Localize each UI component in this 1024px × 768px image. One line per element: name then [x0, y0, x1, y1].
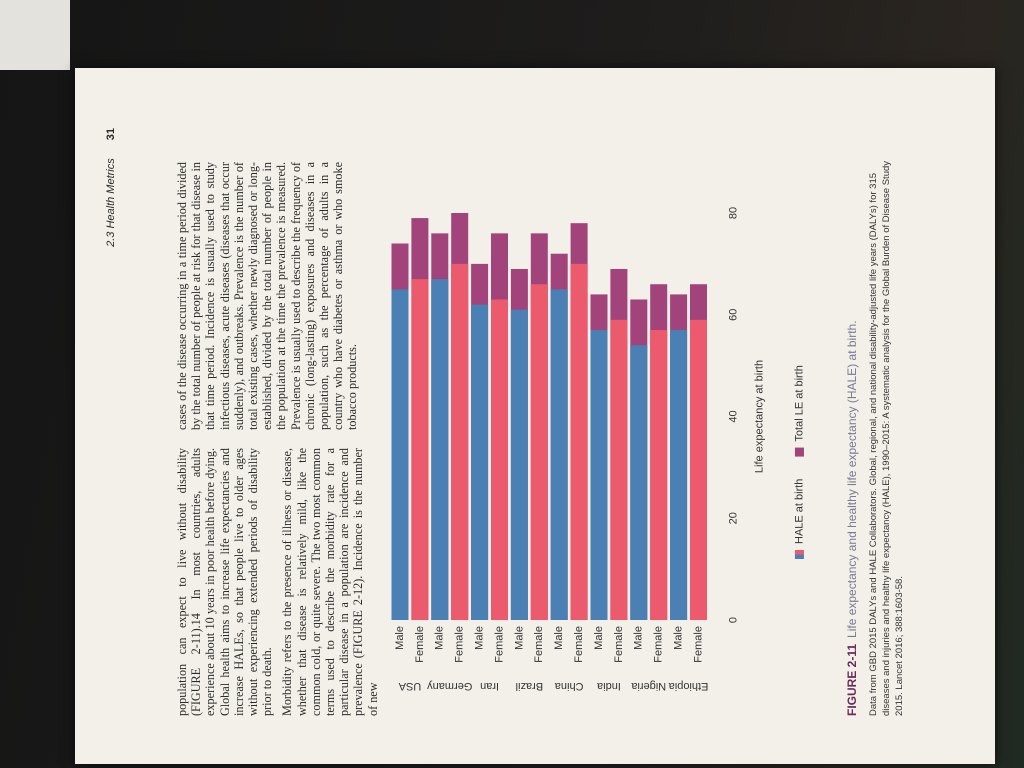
paragraph: population can expect to live without di…: [175, 448, 275, 716]
text-column: cases of the disease occurring in a time…: [175, 162, 366, 430]
legend-swatch: [794, 550, 804, 555]
section-title: 2.3 Health Metrics: [105, 158, 117, 247]
chart: Male Female Male Female Male Female Male Female…: [391, 207, 805, 692]
group-label: Germany: [427, 680, 473, 692]
bar: [491, 299, 508, 620]
x-tick-label: 40: [727, 410, 739, 422]
group-label: USA: [398, 680, 421, 692]
x-tick-label: 60: [727, 309, 739, 321]
group-label: Ethiopia: [668, 680, 709, 692]
group-label: Iran: [480, 680, 499, 692]
bar: [590, 330, 608, 620]
page-number: 31: [105, 128, 117, 141]
category-label: Male: [434, 626, 446, 650]
bar: [550, 289, 568, 620]
text-column: population can expect to live without di…: [175, 448, 386, 716]
category-label: Female: [573, 626, 585, 663]
book-page: 2.3 Health Metrics 31 population can expe…: [75, 68, 995, 764]
category-label: Female: [692, 626, 704, 663]
legend-swatch: [794, 554, 804, 559]
bar: [610, 319, 628, 620]
category-label: Female: [493, 626, 505, 663]
category-label: Male: [673, 626, 685, 650]
category-label: Female: [653, 626, 665, 663]
bar: [451, 263, 469, 620]
category-label: Male: [474, 626, 486, 650]
bar: [630, 345, 648, 620]
category-label: Female: [414, 626, 426, 663]
category-label: Male: [593, 626, 605, 650]
figure-caption: FIGURE 2-11 Life expectancy and healthy l…: [845, 156, 906, 716]
paper-scrap: [0, 0, 70, 70]
bar: [510, 309, 528, 620]
figure-number: FIGURE 2-11: [845, 643, 859, 716]
paragraph: cases of the disease occurring in a time…: [175, 162, 360, 430]
x-tick-label: 0: [727, 617, 739, 623]
group-label: India: [596, 680, 621, 692]
caption-source: Data from GBD 2015 DALYs and HALE Collab…: [868, 160, 905, 716]
bar: [391, 289, 409, 620]
bar: [411, 279, 429, 620]
x-tick-label: 20: [727, 512, 739, 524]
x-axis-label: Life expectancy at birth: [753, 360, 765, 473]
legend-swatch: [794, 447, 804, 457]
group-label: Nigeria: [630, 680, 666, 692]
bar: [670, 330, 688, 620]
category-label: Female: [454, 626, 466, 663]
x-tick-label: 80: [727, 207, 739, 219]
legend-label: HALE at birth: [793, 479, 805, 544]
category-label: Male: [633, 626, 645, 650]
bar: [650, 330, 668, 620]
category-label: Female: [533, 626, 545, 663]
bar: [690, 319, 707, 620]
category-label: Male: [553, 626, 565, 650]
caption-title: FIGURE 2-11 Life expectancy and healthy l…: [845, 156, 859, 716]
bar: [431, 279, 449, 620]
group-label: Brazil: [516, 680, 544, 692]
bar: [530, 284, 548, 620]
bar: [471, 304, 489, 620]
category-label: Female: [613, 626, 625, 663]
category-label: Male: [394, 626, 406, 650]
paragraph: Morbidity refers to the presence of illn…: [280, 448, 380, 716]
bar: [570, 263, 588, 620]
caption-text: Life expectancy and healthy life expecta…: [845, 320, 859, 638]
category-label: Male: [513, 626, 525, 650]
group-label: China: [554, 680, 584, 692]
legend-label: Total LE at birth: [793, 365, 805, 441]
running-header: 2.3 Health Metrics 31: [105, 128, 117, 247]
